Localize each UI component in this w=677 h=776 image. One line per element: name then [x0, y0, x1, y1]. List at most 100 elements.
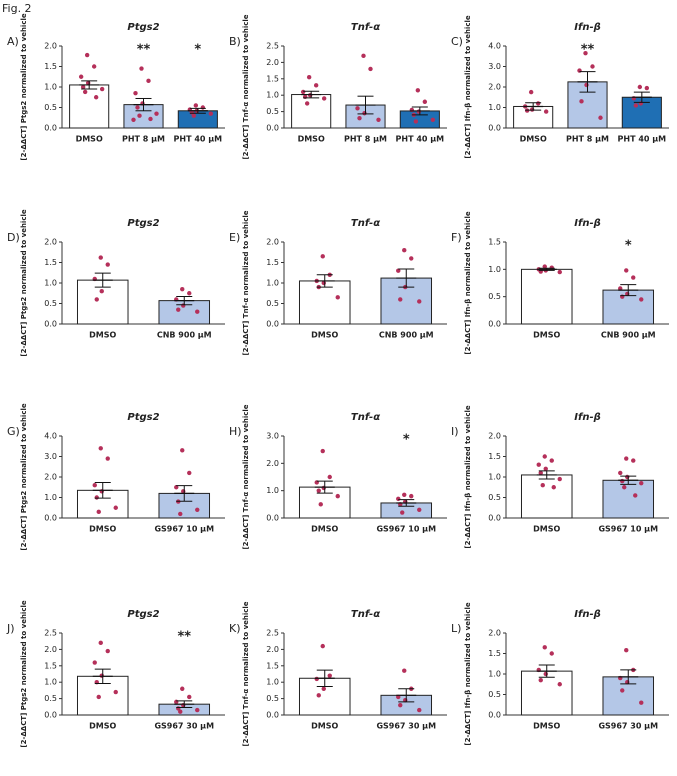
data-point [84, 52, 90, 58]
panel-title: Ptgs2 [127, 609, 159, 620]
data-point [398, 702, 403, 708]
y-tick-label: 0.0 [44, 124, 57, 133]
y-tick-label: 1.5 [266, 74, 279, 83]
y-tick-label: 1.5 [266, 661, 279, 670]
data-point [91, 64, 97, 69]
x-tick-label: DMSO [311, 722, 338, 731]
figure-label: Fig. 2 [2, 2, 32, 15]
significance: * [403, 433, 410, 448]
data-point [639, 297, 644, 302]
data-point [133, 90, 138, 96]
data-point [335, 295, 340, 300]
data-point [316, 488, 321, 493]
data-point [131, 117, 136, 123]
x-tick-label: CNB 900 µM [157, 331, 212, 340]
y-tick-label: 1.0 [488, 670, 501, 679]
panel-label: E) [229, 231, 240, 244]
y-tick-label: 1.5 [488, 238, 501, 247]
y-tick-label: 0.5 [488, 690, 501, 699]
x-tick-label: DMSO [520, 135, 547, 144]
data-point [105, 456, 110, 461]
data-point [113, 505, 118, 510]
data-point [335, 493, 340, 499]
y-tick-label: 1.0 [44, 83, 57, 92]
data-point [376, 117, 381, 123]
data-point [417, 299, 422, 304]
data-point [590, 64, 595, 69]
data-point [557, 269, 562, 275]
data-point [208, 111, 214, 116]
data-point [113, 689, 118, 695]
significance: * [194, 43, 201, 58]
panel-title: Tnf-α [351, 218, 380, 229]
data-point [551, 485, 556, 490]
y-axis-label: [2-ΔΔCT] Ifn-β normalized to vehicle [464, 405, 472, 549]
y-tick-label: 1.0 [44, 493, 57, 502]
data-point [396, 496, 401, 502]
y-tick-label: 1.0 [266, 279, 279, 288]
data-point [98, 640, 103, 646]
y-tick-label: 2.0 [266, 459, 279, 468]
x-tick-label: PHT 8 µM [122, 135, 165, 144]
data-point [98, 255, 103, 260]
y-tick-label: 3.0 [266, 432, 279, 441]
data-point [624, 456, 629, 461]
data-point [413, 119, 419, 124]
data-point [137, 113, 142, 118]
data-point [187, 470, 192, 476]
data-point [638, 101, 644, 106]
panel-label: D) [7, 231, 20, 244]
panel-label: C) [451, 35, 463, 48]
data-point [633, 103, 639, 108]
y-axis-label: [2-ΔΔCT] Ptgs2 normalized to vehicle [20, 600, 28, 747]
data-point [314, 676, 319, 682]
significance: * [625, 239, 632, 254]
data-point [538, 677, 543, 683]
data-point [178, 511, 183, 517]
y-tick-label: 2.0 [488, 83, 501, 92]
data-point [644, 85, 650, 91]
x-tick-label: GS967 10 µM [376, 525, 436, 534]
data-point [624, 268, 629, 273]
data-point [540, 483, 545, 488]
data-point [557, 476, 562, 482]
panel-label: F) [451, 231, 462, 244]
data-point [193, 103, 199, 108]
x-tick-label: DMSO [89, 722, 116, 731]
y-tick-label: 1.0 [488, 473, 501, 482]
y-tick-label: 0.0 [488, 711, 501, 720]
y-tick-label: 0.5 [44, 694, 57, 703]
x-tick-label: DMSO [311, 331, 338, 340]
data-point [639, 700, 644, 705]
y-tick-label: 4.0 [488, 42, 501, 51]
data-point [402, 668, 407, 673]
panel-title: Tnf-α [351, 22, 380, 33]
data-point [313, 83, 319, 88]
y-tick-label: 0.0 [488, 514, 501, 523]
y-tick-label: 0.5 [488, 493, 501, 502]
y-tick-label: 2.5 [266, 42, 279, 51]
y-axis-label: [2-ΔΔCT] Ifn-β normalized to vehicle [464, 602, 472, 746]
data-point [549, 458, 554, 463]
y-tick-label: 2.0 [44, 42, 57, 51]
data-point [583, 50, 588, 56]
y-tick-label: 0.0 [488, 124, 501, 133]
y-tick-label: 2.0 [44, 645, 57, 654]
data-point [357, 115, 362, 121]
y-axis-label: [2-ΔΔCT] Ifn-β normalized to vehicle [464, 211, 472, 355]
data-point [361, 53, 366, 59]
bar [520, 474, 573, 519]
x-tick-label: DMSO [89, 525, 116, 534]
significance: ** [177, 630, 191, 645]
data-point [195, 507, 200, 512]
data-point [154, 111, 159, 116]
y-tick-label: 2.0 [266, 645, 279, 654]
data-point [631, 275, 636, 280]
data-point [542, 454, 547, 459]
panel-label: I) [451, 425, 459, 438]
data-point [598, 115, 603, 120]
y-tick-label: 1.0 [266, 486, 279, 495]
y-tick-label: 1.0 [44, 678, 57, 687]
y-tick-label: 2.5 [44, 629, 57, 638]
data-point [416, 109, 422, 114]
